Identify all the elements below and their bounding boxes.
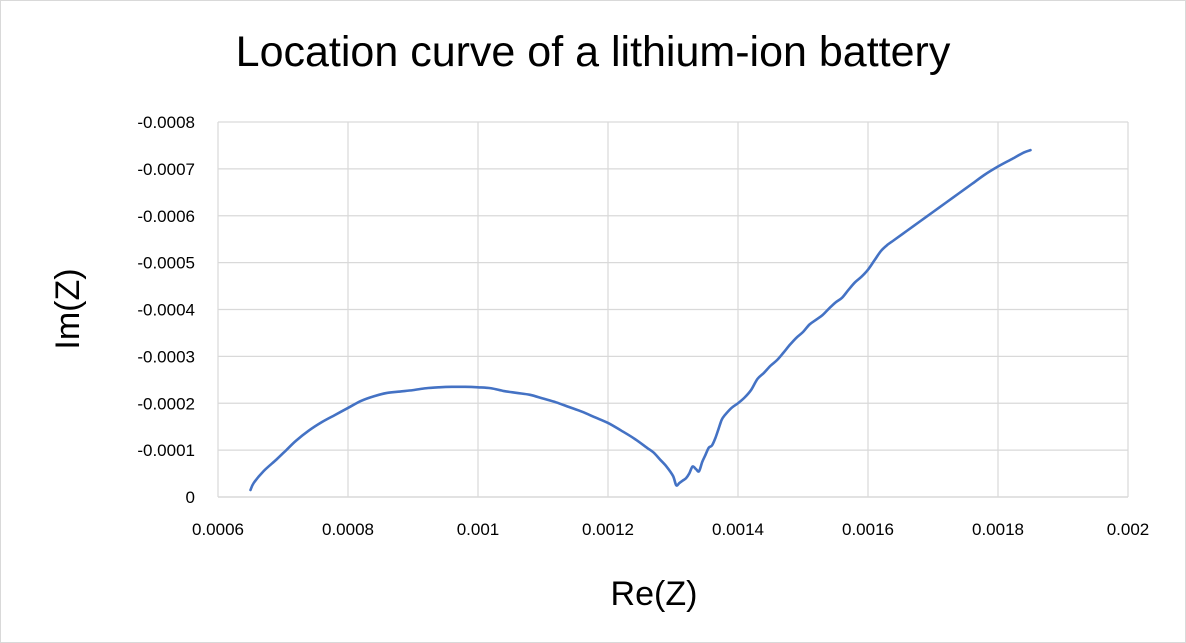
series-line xyxy=(249,148,1032,492)
x-tick-label: 0.001 xyxy=(457,520,500,539)
y-tick-label: -0.0007 xyxy=(137,160,195,179)
x-tick-label: 0.0018 xyxy=(972,520,1024,539)
x-tick-label: 0.0016 xyxy=(842,520,894,539)
y-tick-label: -0.0005 xyxy=(137,254,195,273)
y-tick-label: -0.0006 xyxy=(137,207,195,226)
series-group xyxy=(249,148,1032,492)
y-tick-label: -0.0004 xyxy=(137,301,195,320)
x-tick-label: 0.0012 xyxy=(582,520,634,539)
y-tick-label: 0 xyxy=(186,488,195,507)
x-tick-label: 0.0014 xyxy=(712,520,764,539)
grid xyxy=(217,121,1129,497)
y-tick-label: -0.0008 xyxy=(137,113,195,132)
x-tick-label: 0.0008 xyxy=(322,520,374,539)
x-axis-title: Re(Z) xyxy=(611,575,698,613)
x-tick-labels: 0.0006 0.0008 0.001 0.0012 0.0014 0.0016 0.001… xyxy=(192,520,1149,539)
y-tick-label: -0.0003 xyxy=(137,347,195,366)
y-tick-label: -0.0001 xyxy=(137,441,195,460)
y-tick-labels: 0 -0.0001 -0.0002 -0.0003 -0.0004 -0.0005 -0.0… xyxy=(137,113,195,507)
y-axis-title: Im(Z) xyxy=(49,268,87,349)
x-tick-label: 0.0006 xyxy=(192,520,244,539)
chart-title: Location curve of a lithium-ion battery xyxy=(236,28,951,76)
x-tick-label: 0.002 xyxy=(1107,520,1150,539)
y-tick-label: -0.0002 xyxy=(137,394,195,413)
